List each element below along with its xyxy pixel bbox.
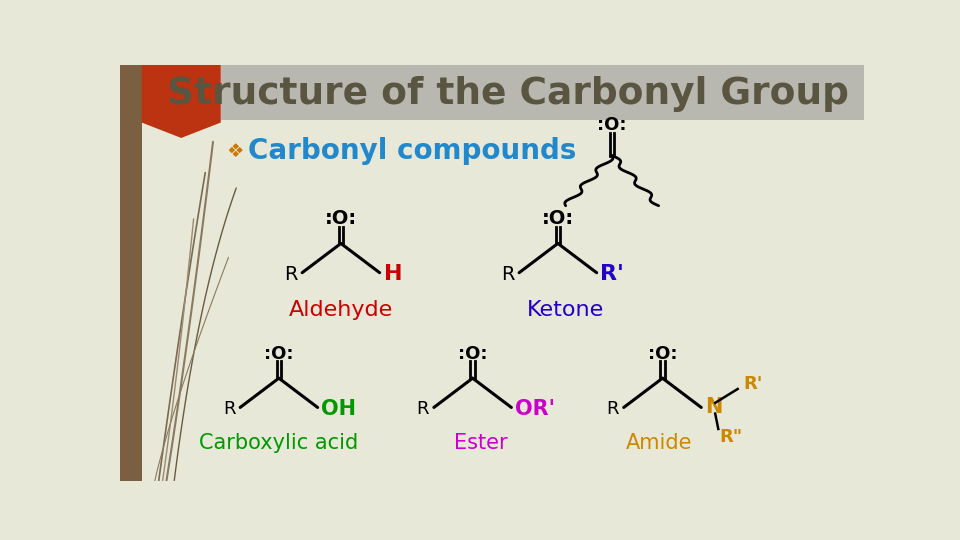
Bar: [120, 65, 142, 481]
Text: Ester: Ester: [453, 433, 507, 453]
Text: :O:: :O:: [597, 116, 627, 134]
Text: R: R: [284, 265, 298, 284]
Text: R': R': [743, 375, 762, 393]
Text: Carbonyl compounds: Carbonyl compounds: [248, 137, 576, 165]
Text: R': R': [601, 264, 624, 284]
Polygon shape: [142, 65, 221, 138]
Text: R": R": [720, 428, 743, 445]
Text: :O:: :O:: [264, 345, 294, 362]
Text: R: R: [223, 400, 235, 418]
Bar: [221, 65, 864, 120]
Text: R: R: [501, 265, 515, 284]
Text: :O:: :O:: [541, 210, 574, 228]
Text: Amide: Amide: [625, 433, 692, 453]
Text: OR': OR': [516, 399, 555, 419]
Text: Carboxylic acid: Carboxylic acid: [200, 433, 358, 453]
Text: N: N: [706, 397, 723, 417]
Text: Structure of the Carbonyl Group: Structure of the Carbonyl Group: [167, 76, 849, 112]
Text: R: R: [607, 400, 619, 418]
Text: :O:: :O:: [324, 210, 357, 228]
Text: :O:: :O:: [458, 345, 488, 362]
Text: R: R: [417, 400, 429, 418]
Text: ❖: ❖: [226, 141, 244, 160]
Text: OH: OH: [322, 399, 356, 419]
Text: Ketone: Ketone: [527, 300, 604, 320]
Text: Aldehyde: Aldehyde: [289, 300, 393, 320]
Text: H: H: [383, 264, 402, 284]
Text: :O:: :O:: [648, 345, 677, 362]
